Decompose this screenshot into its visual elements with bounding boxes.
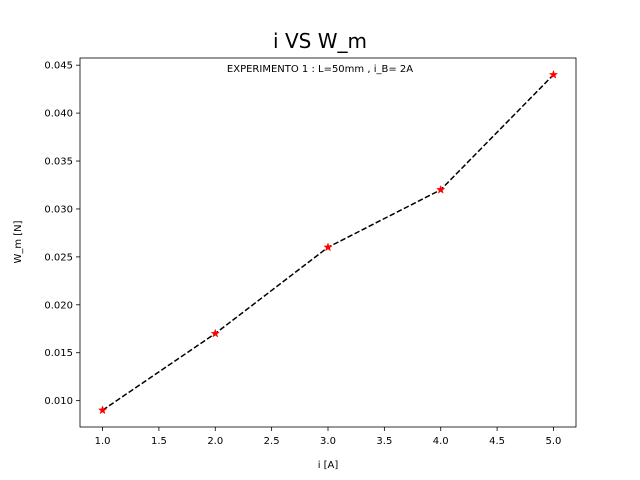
data-point <box>97 405 108 415</box>
x-tick-label: 1.5 <box>151 436 167 447</box>
data-point <box>210 328 220 338</box>
x-tick-label: 2.0 <box>207 436 223 447</box>
x-tick-label: 2.5 <box>264 436 280 447</box>
y-tick-label: 0.040 <box>44 109 73 120</box>
x-tick-label: 3.5 <box>376 436 392 447</box>
data-point <box>323 242 333 252</box>
y-tick-label: 0.020 <box>44 300 73 311</box>
y-axis-label: W_m [N] <box>13 220 24 263</box>
data-point <box>436 184 446 194</box>
chart-title: i VS W_m <box>273 29 367 53</box>
y-tick-label: 0.015 <box>44 348 73 359</box>
y-tick-label: 0.045 <box>44 61 73 72</box>
x-tick-label: 5.0 <box>546 436 562 447</box>
x-axis-label: i [A] <box>318 460 339 471</box>
chart-annotation: EXPERIMENTO 1 : L=50mm , i_B= 2A <box>227 64 413 75</box>
y-tick-label: 0.010 <box>44 396 73 407</box>
axes-frame <box>79 57 577 428</box>
y-tick-label: 0.030 <box>44 204 73 215</box>
y-tick-label: 0.035 <box>44 157 73 168</box>
x-tick-label: 3.0 <box>320 436 336 447</box>
data-point <box>548 69 559 79</box>
plot-area: 1.0 1.5 2.0 2.5 3.0 3.5 4.0 4.5 5.0 0.010 0.015 0.0… <box>44 57 577 447</box>
y-tick-label: 0.025 <box>44 252 73 263</box>
x-tick-label: 4.0 <box>433 436 449 447</box>
x-tick-label: 1.0 <box>95 436 111 447</box>
x-tick-label: 4.5 <box>489 436 505 447</box>
